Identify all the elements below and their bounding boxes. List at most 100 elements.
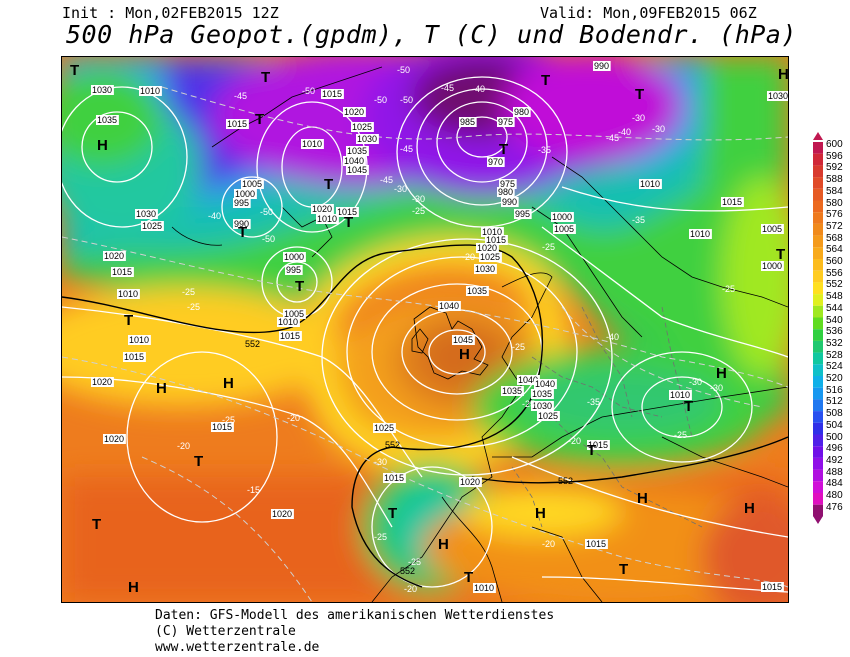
contour-552-east: [471, 436, 788, 484]
pressure-label: 1010: [129, 335, 149, 345]
high-pressure-label: H: [156, 380, 167, 397]
pressure-label-bg: [301, 139, 324, 149]
pressure-label-bg: [311, 204, 334, 214]
temperature-label: -40: [208, 211, 221, 221]
temperature-label: -30: [394, 184, 407, 194]
pressure-label-bg: [91, 377, 114, 387]
temperature-label: -25: [542, 242, 555, 252]
temperature-label: -40: [618, 127, 631, 137]
high-pressure-label: H: [778, 66, 788, 83]
pressure-label: 995: [286, 265, 301, 275]
temperature-label: -50: [302, 86, 315, 96]
website-link[interactable]: www.wetterzentrale.de: [155, 640, 320, 655]
valid-time-label: Valid: Mon,09FEB2015 06Z: [540, 4, 757, 22]
temperature-label: -25: [374, 532, 387, 542]
pressure-label: 1035: [532, 389, 552, 399]
temperature-label: -25: [187, 302, 200, 312]
high-pressure-label: H: [223, 375, 234, 392]
temperature-label: -30: [374, 457, 387, 467]
pressure-label: 1030: [532, 401, 552, 411]
legend-bottom-arrow: [813, 516, 823, 524]
legend-level-label: 524: [826, 361, 843, 373]
legend-swatch: [813, 493, 823, 505]
low-pressure-label: T: [295, 278, 304, 295]
pressure-label: 1035: [467, 286, 487, 296]
pressure-label-bg: [487, 157, 505, 167]
temperature-label: -20: [404, 584, 417, 594]
low-pressure-label: T: [541, 72, 550, 89]
pressure-label-bg: [585, 539, 608, 549]
temperature-label: -25: [722, 284, 735, 294]
pressure-label-bg: [283, 309, 306, 319]
pressure-label-bg: [587, 440, 610, 450]
pressure-label-bg: [351, 122, 374, 132]
pressure-label: 1005: [554, 224, 574, 234]
pressure-label: 1015: [124, 352, 144, 362]
legend-swatch: [813, 142, 823, 154]
pressure-label: 1020: [460, 477, 480, 487]
legend-swatch: [813, 212, 823, 224]
pressure-label: 1015: [280, 331, 300, 341]
pressure-label-bg: [501, 386, 524, 396]
temperature-label: -30: [689, 377, 702, 387]
low-pressure-label: T: [776, 246, 785, 263]
pressure-label-bg: [639, 179, 662, 189]
pressure-label-bg: [501, 197, 519, 207]
pressure-label: 1030: [475, 264, 495, 274]
geopotential-field: [62, 57, 788, 602]
pressure-label-bg: [226, 119, 249, 129]
pressure-label: 1020: [272, 509, 292, 519]
pressure-label-bg: [128, 335, 151, 345]
pressure-label-bg: [241, 179, 264, 189]
temperature-label: -45: [234, 91, 247, 101]
high-pressure-label: H: [716, 365, 727, 382]
pressure-label-bg: [123, 352, 146, 362]
pressure-label-bg: [534, 379, 557, 389]
pressure-label: 1020: [477, 243, 497, 253]
pressure-label-bg: [139, 86, 162, 96]
pressure-label-bg: [761, 261, 784, 271]
legend-swatch: [813, 235, 823, 248]
chart-title: 500 hPa Geopot.(gpdm), T (C) und Bodendr…: [66, 20, 797, 49]
pressure-label-bg: [279, 331, 302, 341]
low-pressure-label: T: [635, 86, 644, 103]
pressure-label: 1015: [762, 582, 782, 592]
pressure-label: 1000: [762, 261, 782, 271]
legend-swatch: [813, 387, 823, 400]
pressure-label-bg: [336, 207, 359, 217]
legend-swatch: [813, 411, 823, 423]
geopotential-labels: 552 552 552 552: [245, 339, 573, 576]
legend-level-label: 576: [826, 209, 843, 221]
temperature-label: -45: [380, 175, 393, 185]
pressure-label: 1025: [352, 122, 372, 132]
high-pressure-label: H: [438, 536, 449, 553]
temperature-label: -25: [182, 287, 195, 297]
pressure-label: 1015: [337, 207, 357, 217]
pressure-label: 1015: [486, 235, 506, 245]
low-pressure-label: T: [124, 312, 133, 329]
pressure-label: 1010: [278, 317, 298, 327]
pressure-label-bg: [531, 389, 554, 399]
high-pressure-label: H: [535, 505, 546, 522]
legend-swatch: [813, 457, 823, 470]
legend-level-label: 548: [826, 291, 843, 303]
low-pressure-label: T: [344, 214, 353, 231]
weather-map[interactable]: 552 552 552 552 1030 1035 1030 1025 1020 1015 101…: [61, 56, 789, 603]
low-pressure-label: T: [587, 442, 596, 459]
temperature-label: -40: [606, 332, 619, 342]
temperature-label: -25: [222, 415, 235, 425]
pressure-label-bg: [767, 91, 788, 101]
pressure-label: 1015: [322, 89, 342, 99]
temperature-label: -35: [587, 397, 600, 407]
legend-swatch: [813, 376, 823, 388]
pressure-label-bg: [514, 209, 532, 219]
legend-level-label: 592: [826, 162, 843, 174]
pressure-label-bg: [476, 243, 499, 253]
pressure-label-bg: [233, 219, 251, 229]
pressure-label: 975: [498, 117, 513, 127]
pressure-label: 1010: [690, 229, 710, 239]
pressure-label: 1020: [104, 251, 124, 261]
pressure-label-bg: [343, 156, 366, 166]
legend-level-label: 480: [826, 490, 843, 501]
pressure-label: 990: [502, 197, 517, 207]
